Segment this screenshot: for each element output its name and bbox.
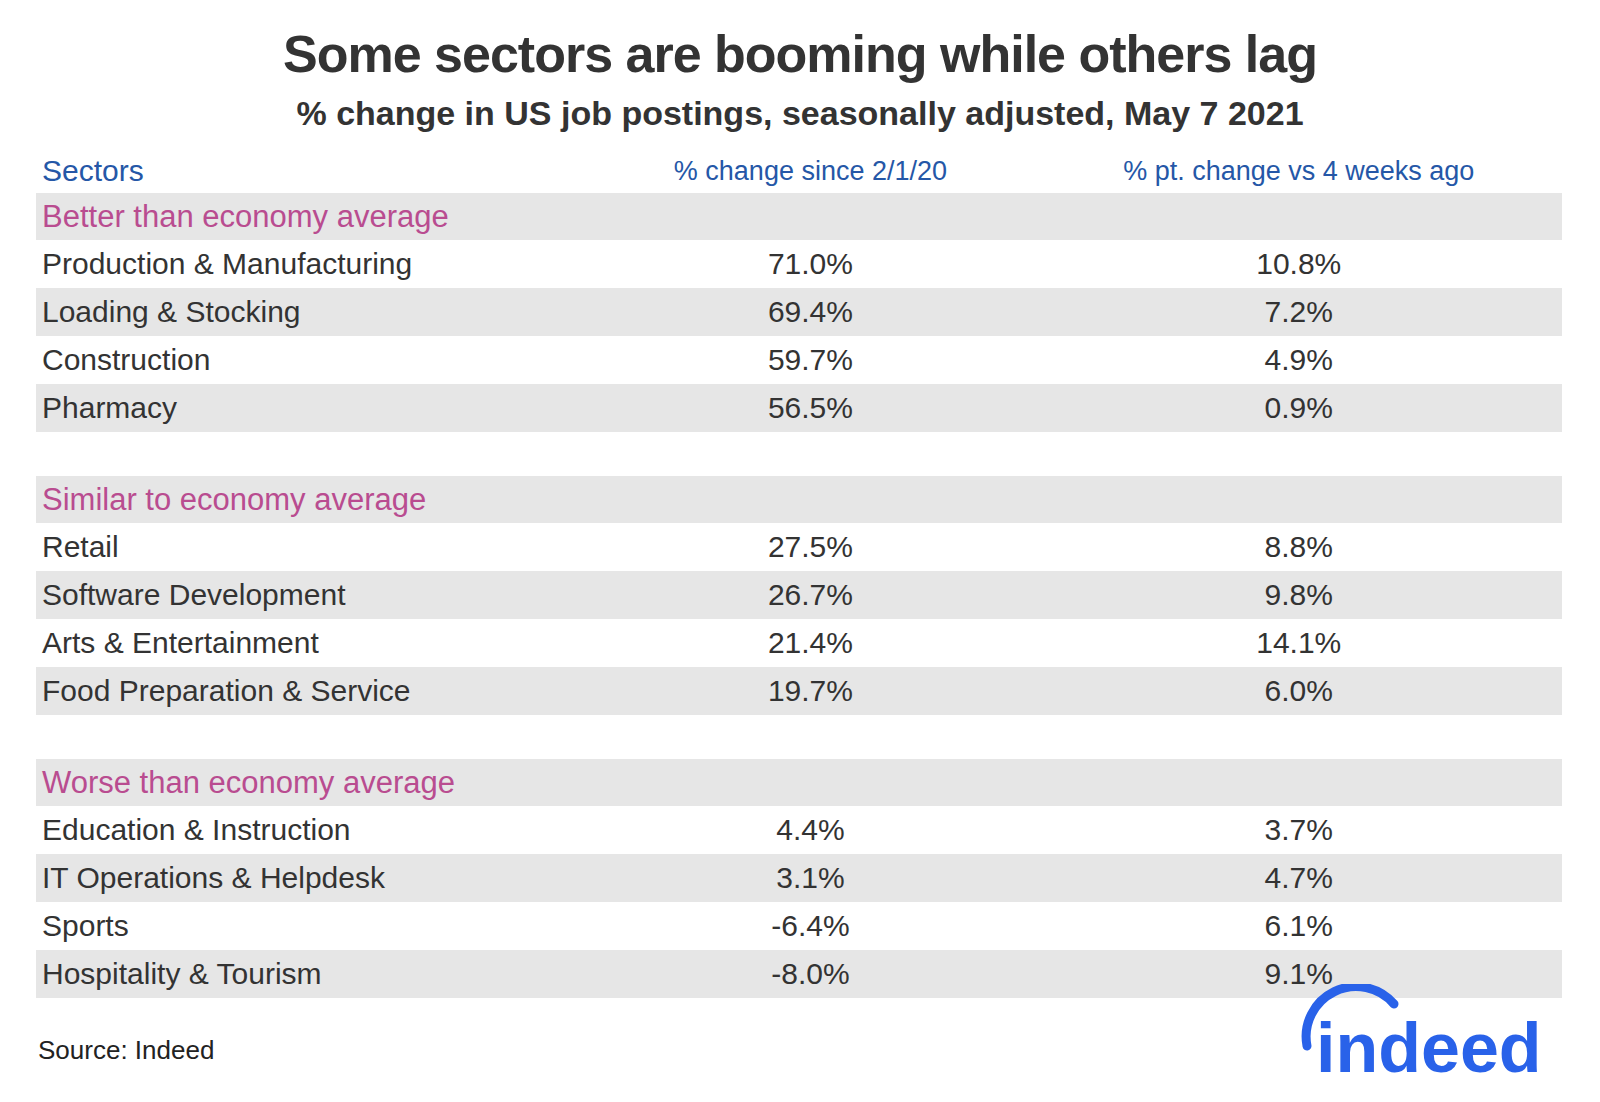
footer: Source: Indeed indeed — [38, 984, 1562, 1084]
sector-label: Education & Instruction — [36, 813, 585, 847]
sector-label: IT Operations & Helpdesk — [36, 861, 585, 895]
sector-label: Loading & Stocking — [36, 295, 585, 329]
change-value: 71.0% — [585, 247, 1035, 281]
table-row: Loading & Stocking 69.4% 7.2% — [36, 288, 1562, 336]
page-title: Some sectors are booming while others la… — [0, 24, 1600, 84]
source-credit: Source: Indeed — [38, 1035, 214, 1084]
change-value: 4.4% — [585, 813, 1035, 847]
sector-label: Production & Manufacturing — [36, 247, 585, 281]
table-row: Food Preparation & Service 19.7% 6.0% — [36, 667, 1562, 715]
page-subtitle: % change in US job postings, seasonally … — [0, 94, 1600, 133]
change-value: 19.7% — [585, 674, 1035, 708]
table-row: Education & Instruction 4.4% 3.7% — [36, 806, 1562, 854]
table-row: Pharmacy 56.5% 0.9% — [36, 384, 1562, 432]
pt-change-value: 3.7% — [1036, 813, 1562, 847]
section-similar-to-average: Similar to economy average Retail 27.5% … — [36, 476, 1562, 715]
section-worse-than-average: Worse than economy average Education & I… — [36, 759, 1562, 998]
section-better-than-average: Better than economy average Production &… — [36, 193, 1562, 432]
pt-change-value: 0.9% — [1036, 391, 1562, 425]
pt-change-value: 9.8% — [1036, 578, 1562, 612]
section-header: Similar to economy average — [36, 476, 1562, 523]
sector-label: Arts & Entertainment — [36, 626, 585, 660]
change-value: 21.4% — [585, 626, 1035, 660]
pt-change-value: 7.2% — [1036, 295, 1562, 329]
pt-change-value: 8.8% — [1036, 530, 1562, 564]
table-row: Sports -6.4% 6.1% — [36, 902, 1562, 950]
sector-label: Construction — [36, 343, 585, 377]
pt-change-value: 4.9% — [1036, 343, 1562, 377]
table-row: Production & Manufacturing 71.0% 10.8% — [36, 240, 1562, 288]
pt-change-value: 4.7% — [1036, 861, 1562, 895]
pt-change-value: 6.0% — [1036, 674, 1562, 708]
indeed-logo-icon: indeed — [1300, 984, 1562, 1084]
indeed-logo-text: indeed — [1316, 1009, 1542, 1084]
infographic-page: Some sectors are booming while others la… — [0, 0, 1600, 1102]
table-row: Retail 27.5% 8.8% — [36, 523, 1562, 571]
sector-label: Food Preparation & Service — [36, 674, 585, 708]
sector-label: Sports — [36, 909, 585, 943]
table-row: Arts & Entertainment 21.4% 14.1% — [36, 619, 1562, 667]
column-header-change: % change since 2/1/20 — [585, 156, 1035, 187]
change-value: 3.1% — [585, 861, 1035, 895]
indeed-logo: indeed — [1300, 984, 1562, 1084]
sector-label: Pharmacy — [36, 391, 585, 425]
pt-change-value: 10.8% — [1036, 247, 1562, 281]
table-row: Construction 59.7% 4.9% — [36, 336, 1562, 384]
column-header-sectors: Sectors — [36, 154, 585, 188]
pt-change-value: 14.1% — [1036, 626, 1562, 660]
change-value: 56.5% — [585, 391, 1035, 425]
section-header: Better than economy average — [36, 193, 1562, 240]
change-value: -6.4% — [585, 909, 1035, 943]
table-column-headers: Sectors % change since 2/1/20 % pt. chan… — [36, 149, 1562, 193]
change-value: 26.7% — [585, 578, 1035, 612]
pt-change-value: 6.1% — [1036, 909, 1562, 943]
sector-label: Retail — [36, 530, 585, 564]
change-value: 69.4% — [585, 295, 1035, 329]
sectors-table: Sectors % change since 2/1/20 % pt. chan… — [36, 149, 1562, 998]
change-value: 59.7% — [585, 343, 1035, 377]
sector-label: Software Development — [36, 578, 585, 612]
table-row: IT Operations & Helpdesk 3.1% 4.7% — [36, 854, 1562, 902]
section-header: Worse than economy average — [36, 759, 1562, 806]
table-row: Software Development 26.7% 9.8% — [36, 571, 1562, 619]
change-value: 27.5% — [585, 530, 1035, 564]
column-header-pt-change: % pt. change vs 4 weeks ago — [1036, 156, 1562, 187]
